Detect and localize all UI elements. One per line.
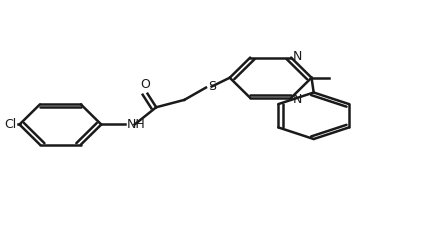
Text: S: S — [208, 80, 217, 93]
Text: N: N — [293, 93, 302, 106]
Text: NH: NH — [127, 118, 146, 131]
Text: Cl: Cl — [5, 118, 17, 131]
Text: N: N — [293, 50, 302, 63]
Text: O: O — [140, 78, 150, 91]
